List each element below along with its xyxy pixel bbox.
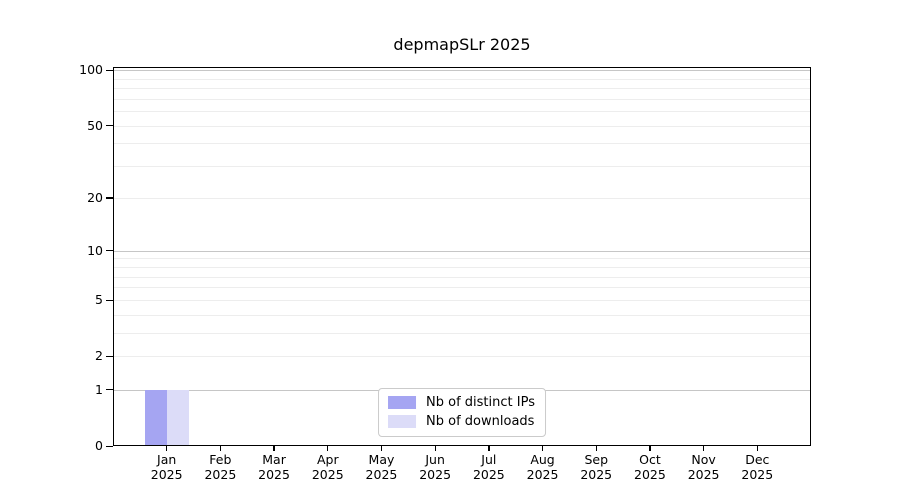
x-tick-month: Jul	[481, 452, 497, 467]
x-tick-year: 2025	[472, 467, 505, 482]
x-tick-label: Apr 2025	[296, 452, 360, 482]
y-tick	[106, 250, 113, 252]
y-tick-label: 10	[87, 242, 103, 258]
x-tick-year: 2025	[204, 467, 237, 482]
y-gridline-minor	[114, 111, 810, 113]
y-tick	[106, 299, 113, 301]
plot-area: Nb of distinct IPs Nb of downloads	[113, 67, 811, 446]
x-tick-label: Mar 2025	[242, 452, 306, 482]
x-tick-year: 2025	[258, 467, 290, 482]
x-tick-label: Dec 2025	[725, 452, 789, 482]
x-tick-year: 2025	[634, 467, 666, 482]
y-gridline-minor	[114, 166, 810, 168]
legend-item: Nb of downloads	[388, 414, 535, 429]
y-tick	[106, 355, 113, 358]
x-tick	[756, 446, 758, 451]
x-tick-label: Jul 2025	[457, 452, 521, 482]
y-tick	[106, 125, 113, 127]
x-tick-year: 2025	[419, 467, 452, 482]
x-tick-month: Mar	[262, 452, 286, 467]
x-tick	[380, 446, 383, 451]
x-tick	[649, 446, 651, 451]
y-gridline-minor	[114, 125, 810, 127]
y-tick	[106, 389, 113, 391]
y-tick-label: 50	[87, 117, 103, 133]
y-tick-label: 1	[95, 381, 103, 397]
x-tick	[595, 446, 597, 451]
y-gridline-minor	[114, 197, 810, 199]
y-gridline-minor	[114, 356, 810, 358]
y-gridline-minor	[114, 314, 810, 316]
bar-nb-of-distinct-ips-jan	[144, 389, 167, 445]
y-tick	[106, 445, 113, 447]
y-tick-label: 2	[95, 348, 103, 364]
x-tick-label: Jun 2025	[403, 452, 467, 482]
x-tick-year: 2025	[580, 467, 613, 482]
x-tick	[273, 446, 275, 451]
x-tick	[703, 446, 705, 451]
x-tick	[488, 446, 490, 451]
x-tick-label: Oct 2025	[618, 452, 682, 482]
x-tick-month: Aug	[530, 452, 555, 467]
y-tick-label: 100	[79, 62, 103, 77]
y-tick-label: 20	[87, 189, 103, 205]
x-tick-year: 2025	[526, 467, 559, 482]
y-gridline-minor	[114, 300, 810, 302]
x-tick-label: Nov 2025	[672, 452, 736, 482]
x-tick-month: Oct	[639, 452, 661, 467]
x-tick-year: 2025	[687, 467, 720, 482]
x-tick-month: Jun	[425, 452, 445, 467]
x-tick	[219, 446, 222, 451]
x-tick-label: Sep 2025	[564, 452, 628, 482]
x-tick	[541, 446, 544, 451]
legend-swatch	[388, 396, 417, 409]
y-gridline-major	[114, 70, 810, 71]
legend-label: Nb of distinct IPs	[426, 395, 535, 410]
x-tick-month: Jan	[157, 452, 177, 467]
y-gridline-minor	[114, 287, 810, 289]
x-tick-month: Apr	[316, 452, 339, 467]
y-tick-label: 5	[95, 292, 103, 308]
x-tick-label: Aug 2025	[511, 452, 575, 482]
legend-label: Nb of downloads	[426, 414, 535, 429]
x-tick-month: Feb	[209, 452, 232, 467]
legend-swatch	[388, 415, 417, 428]
y-gridline-minor	[114, 258, 810, 260]
legend-item: Nb of distinct IPs	[388, 395, 535, 410]
y-tick-label: 0	[95, 438, 103, 453]
x-tick-label: May 2025	[349, 452, 413, 482]
y-gridline-minor	[114, 266, 810, 268]
x-tick-year: 2025	[365, 467, 398, 482]
x-tick-month: Sep	[584, 452, 608, 467]
x-tick-month: Nov	[691, 452, 716, 467]
bar-nb-of-downloads-jan	[166, 389, 189, 445]
y-gridline-minor	[114, 98, 810, 100]
x-tick-label: Feb 2025	[188, 452, 252, 482]
x-tick-label: Jan 2025	[135, 452, 199, 482]
y-tick	[106, 69, 113, 71]
y-gridline-major	[114, 250, 810, 252]
x-tick	[166, 446, 168, 451]
y-gridline-minor	[114, 276, 810, 278]
x-tick	[434, 446, 436, 451]
x-tick-year: 2025	[150, 467, 183, 482]
x-tick-month: May	[368, 452, 395, 467]
x-tick	[327, 446, 329, 451]
legend: Nb of distinct IPs Nb of downloads	[378, 388, 546, 437]
x-tick-month: Dec	[745, 452, 770, 467]
y-gridline-minor	[114, 333, 810, 335]
y-gridline-minor	[114, 143, 810, 145]
x-tick-year: 2025	[311, 467, 344, 482]
y-gridline-minor	[114, 87, 810, 89]
chart-title: depmapSLr 2025	[393, 35, 531, 54]
y-gridline-minor	[114, 78, 810, 80]
x-tick-year: 2025	[741, 467, 774, 482]
y-tick	[106, 197, 113, 199]
